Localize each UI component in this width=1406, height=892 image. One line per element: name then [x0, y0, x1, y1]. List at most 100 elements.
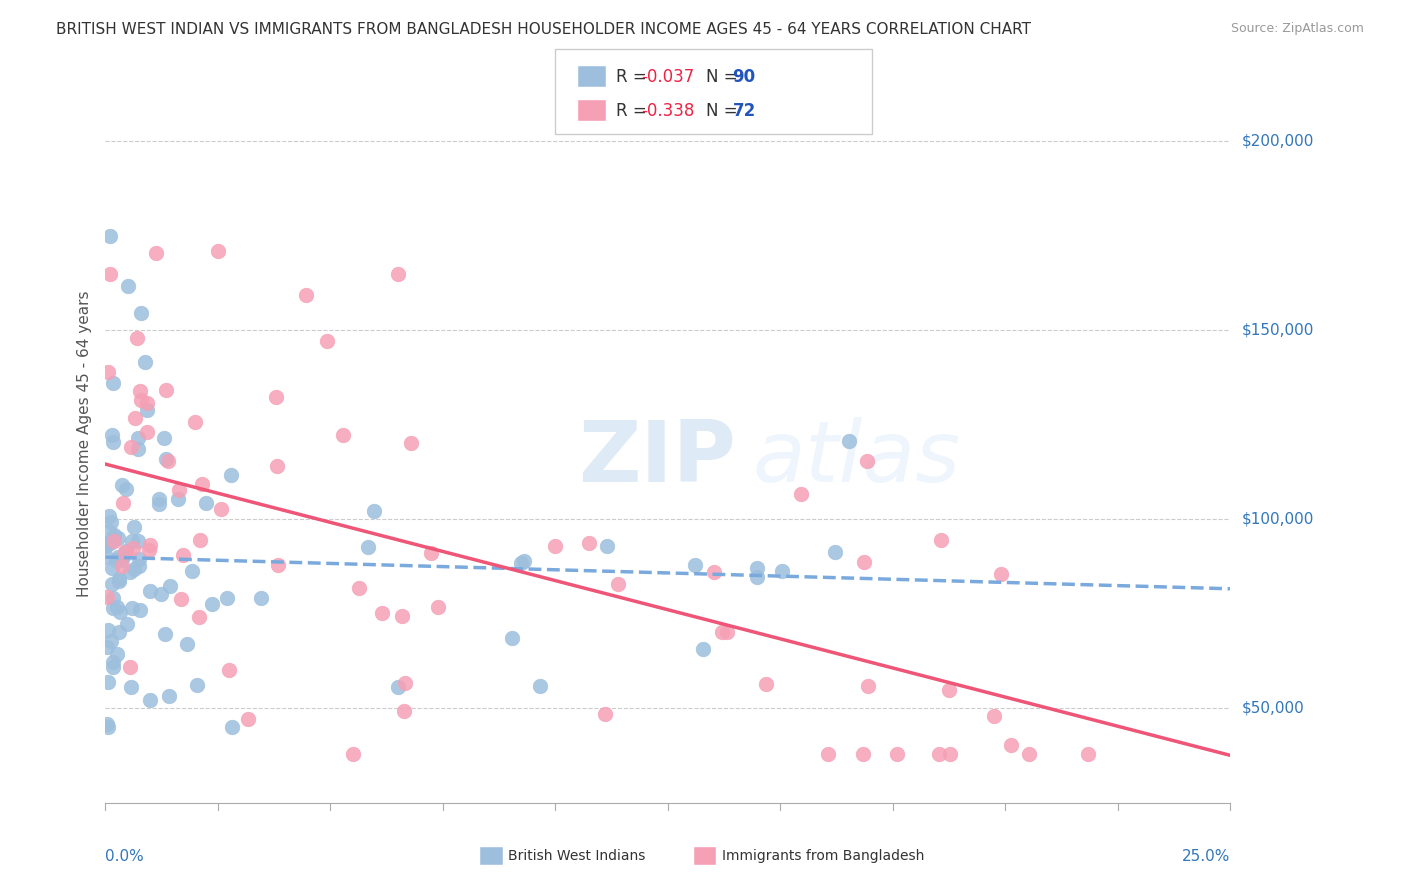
Point — [170, 591, 193, 606]
Point — [703, 565, 725, 579]
Point — [201, 597, 224, 611]
Point — [939, 747, 962, 761]
Point — [371, 606, 394, 620]
Point — [157, 690, 180, 704]
Point — [136, 425, 159, 439]
Point — [111, 558, 134, 573]
Point — [595, 540, 617, 554]
Point — [152, 431, 174, 445]
Point — [501, 632, 523, 646]
Text: 90: 90 — [733, 68, 755, 86]
Text: 0.0%: 0.0% — [105, 849, 145, 864]
Point — [134, 354, 156, 368]
Point — [191, 477, 214, 491]
Text: ZIP: ZIP — [578, 417, 735, 500]
Point — [1000, 738, 1022, 752]
Point — [96, 590, 118, 604]
Point — [264, 391, 287, 405]
Point — [745, 570, 768, 584]
Point — [544, 539, 567, 553]
Point — [770, 565, 793, 579]
Point — [990, 566, 1012, 581]
Point — [128, 603, 150, 617]
Point — [124, 411, 146, 425]
Point — [236, 712, 259, 726]
Point — [221, 720, 243, 734]
Point — [139, 584, 162, 599]
Point — [97, 509, 120, 524]
Point — [112, 550, 135, 565]
Point — [426, 599, 449, 614]
Point — [97, 675, 120, 690]
Text: $50,000: $50,000 — [1241, 701, 1305, 715]
Point — [219, 467, 242, 482]
Point — [1077, 747, 1099, 761]
Text: British West Indians: British West Indians — [508, 849, 645, 863]
Point — [128, 384, 150, 398]
Point — [110, 552, 132, 566]
Point — [103, 660, 125, 674]
Point — [294, 287, 316, 301]
Point — [316, 334, 339, 348]
Point — [180, 564, 202, 578]
Point — [108, 574, 131, 589]
Point — [159, 579, 181, 593]
Point — [138, 693, 160, 707]
Point — [135, 396, 157, 410]
Point — [790, 487, 813, 501]
Point — [107, 625, 129, 640]
Point — [131, 306, 153, 320]
Point — [128, 552, 150, 566]
Text: 72: 72 — [733, 102, 756, 120]
Point — [100, 428, 122, 442]
Text: N =: N = — [706, 68, 742, 86]
Point — [184, 415, 207, 429]
Point — [250, 591, 273, 605]
Point — [747, 560, 769, 574]
Point — [266, 459, 288, 474]
Point — [155, 451, 177, 466]
Point — [98, 229, 121, 244]
Point — [838, 434, 860, 448]
Point — [97, 720, 120, 734]
Point — [683, 558, 706, 572]
Point — [509, 556, 531, 570]
Point — [111, 496, 134, 510]
Point — [94, 539, 117, 553]
Point — [111, 478, 134, 492]
Point — [105, 553, 128, 567]
Point — [100, 561, 122, 575]
Point — [114, 545, 136, 559]
Text: N =: N = — [706, 102, 742, 120]
Point — [578, 535, 600, 549]
Point — [96, 640, 118, 654]
Point — [755, 676, 778, 690]
Text: BRITISH WEST INDIAN VS IMMIGRANTS FROM BANGLADESH HOUSEHOLDER INCOME AGES 45 - 6: BRITISH WEST INDIAN VS IMMIGRANTS FROM B… — [56, 22, 1031, 37]
Point — [105, 600, 128, 615]
Point — [118, 660, 141, 674]
Point — [98, 524, 121, 539]
Point — [824, 545, 846, 559]
Point — [145, 246, 167, 260]
Point — [886, 747, 908, 761]
Point — [176, 637, 198, 651]
Point — [215, 591, 238, 606]
Point — [856, 454, 879, 468]
Point — [983, 709, 1005, 723]
Point — [332, 428, 354, 442]
Text: -0.037: -0.037 — [641, 68, 695, 86]
Point — [852, 556, 875, 570]
Point — [103, 591, 125, 605]
Point — [125, 331, 148, 345]
Point — [103, 528, 125, 542]
Point — [127, 534, 149, 549]
Point — [118, 565, 141, 579]
Point — [195, 496, 218, 510]
Point — [122, 519, 145, 533]
Point — [172, 549, 194, 563]
Point — [419, 546, 441, 560]
Point — [209, 501, 232, 516]
Point — [105, 647, 128, 661]
Point — [218, 663, 240, 677]
Text: R =: R = — [616, 102, 652, 120]
